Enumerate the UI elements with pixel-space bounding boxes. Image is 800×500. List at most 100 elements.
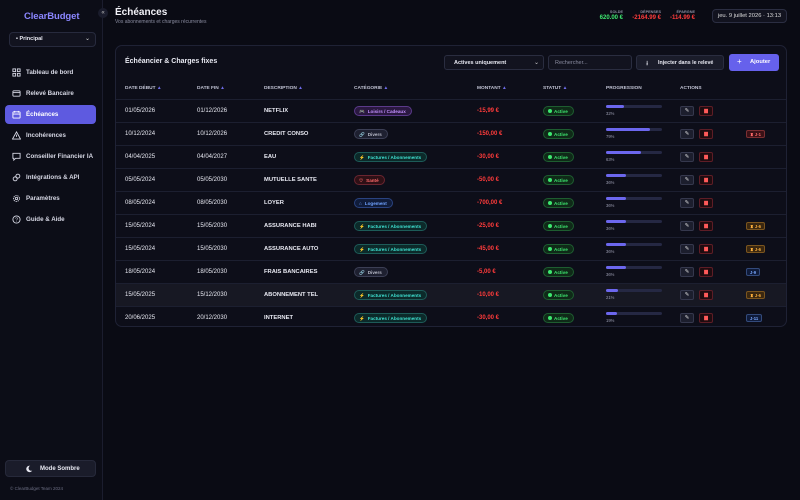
category-badge: ♡ Santé bbox=[354, 175, 385, 185]
trash-icon: ▆ bbox=[704, 246, 708, 252]
progress-percent: 79% bbox=[606, 134, 615, 139]
table-row[interactable]: 08/05/2024 08/05/2030 LOYER ⌂ Logement -700,0… bbox=[116, 191, 786, 214]
edit-icon: ✎ bbox=[684, 223, 690, 229]
sidebar-item-tableau-de-bord[interactable]: Tableau de bord bbox=[5, 63, 96, 82]
inject-button[interactable]: ⭳ Injecter dans le relevé bbox=[636, 55, 724, 70]
category-badge: 🔗 Divers bbox=[354, 267, 388, 277]
progress-fill bbox=[606, 197, 627, 200]
table-row[interactable]: 15/05/2025 15/12/2030 ABONNEMENT TEL ⚡ Factu… bbox=[116, 283, 786, 306]
end-date: 04/04/2027 bbox=[197, 154, 228, 160]
progress-fill bbox=[606, 220, 627, 223]
table-row[interactable]: 15/05/2024 15/05/2030 ASSURANCE HABI ⚡ Factu… bbox=[116, 214, 786, 237]
category-badge: ⚡ Factures / Abonnements bbox=[354, 152, 428, 162]
col-status-header[interactable]: STATUT ▲ bbox=[543, 86, 567, 91]
col-amount-header[interactable]: MONTANT ▲ bbox=[477, 86, 507, 91]
svg-text:?: ? bbox=[15, 218, 18, 224]
table-row[interactable]: 15/05/2024 15/05/2030 ASSURANCE AUTO ⚡ Factu… bbox=[116, 237, 786, 260]
col-start-header[interactable]: DATE DÉBUT ▲ bbox=[125, 86, 162, 91]
start-date: 01/05/2026 bbox=[125, 108, 156, 114]
stat-expenses-value: -2164.99 € bbox=[632, 15, 661, 21]
table-row[interactable]: 20/06/2025 20/12/2030 INTERNET ⚡ Factures / … bbox=[116, 306, 786, 329]
category-icon: 🎮 bbox=[359, 109, 365, 114]
sidebar-item-incoherences[interactable]: Incohérences bbox=[5, 126, 96, 145]
end-date: 18/05/2030 bbox=[197, 269, 228, 275]
delete-button[interactable]: ▆ bbox=[699, 175, 713, 185]
edit-button[interactable]: ✎ bbox=[680, 313, 694, 323]
sort-icon: ▲ bbox=[156, 86, 162, 91]
status-label: Active bbox=[554, 177, 568, 183]
edit-button[interactable]: ✎ bbox=[680, 244, 694, 254]
card-title: Échéancier & Charges fixes bbox=[125, 58, 218, 65]
description: ASSURANCE HABI bbox=[264, 223, 317, 229]
col-amount-label: MONTANT bbox=[477, 86, 501, 91]
description: INTERNET bbox=[264, 315, 293, 321]
edit-button[interactable]: ✎ bbox=[680, 129, 694, 139]
end-date: 20/12/2030 bbox=[197, 315, 228, 321]
collapse-sidebar-icon[interactable]: « bbox=[98, 8, 108, 18]
status-label: Active bbox=[554, 154, 568, 160]
table-row[interactable]: 01/05/2026 01/12/2026 NETFLIX 🎮 Loisirs / Ca… bbox=[116, 99, 786, 122]
grid-icon bbox=[12, 68, 21, 77]
edit-icon: ✎ bbox=[684, 108, 690, 114]
sidebar-item-releve-bancaire[interactable]: Relevé Bancaire bbox=[5, 84, 96, 103]
sidebar-item-conseiller-financier-ia[interactable]: Conseiller Financier IA bbox=[5, 147, 96, 166]
amount: -150,00 € bbox=[477, 131, 503, 137]
amount: -45,00 € bbox=[477, 246, 500, 252]
status-badge: Active bbox=[543, 175, 574, 185]
delete-button[interactable]: ▆ bbox=[699, 290, 713, 300]
table-row[interactable]: 05/05/2024 05/05/2030 MUTUELLE SANTE ♡ Santé… bbox=[116, 168, 786, 191]
account-selector[interactable]: • Principal ⌄ bbox=[9, 32, 96, 47]
edit-button[interactable]: ✎ bbox=[680, 198, 694, 208]
status-badge: Active bbox=[543, 267, 574, 277]
category-icon: ⚡ bbox=[359, 155, 365, 160]
stat-balance-label: SOLDE bbox=[609, 10, 623, 14]
delete-button[interactable]: ▆ bbox=[699, 244, 713, 254]
edit-button[interactable]: ✎ bbox=[680, 221, 694, 231]
edit-icon: ✎ bbox=[684, 154, 690, 160]
col-progress-header: PROGRESSION bbox=[606, 86, 642, 91]
col-actions-header: ACTIONS bbox=[680, 86, 702, 91]
trash-icon: ▆ bbox=[704, 131, 708, 137]
col-desc-header[interactable]: DESCRIPTION ▲ bbox=[264, 86, 303, 91]
add-button[interactable]: + Ajouter bbox=[729, 54, 779, 71]
edit-button[interactable]: ✎ bbox=[680, 106, 694, 116]
brand-logo[interactable]: ClearBudget bbox=[24, 11, 80, 22]
col-cat-header[interactable]: CATÉGORIE ▲ bbox=[354, 86, 388, 91]
status-label: Active bbox=[554, 108, 568, 114]
col-end-header[interactable]: DATE FIN ▲ bbox=[197, 86, 225, 91]
delete-button[interactable]: ▆ bbox=[699, 106, 713, 116]
edit-icon: ✎ bbox=[684, 315, 690, 321]
edit-button[interactable]: ✎ bbox=[680, 267, 694, 277]
chevron-down-icon: ⌄ bbox=[84, 36, 90, 42]
edit-button[interactable]: ✎ bbox=[680, 175, 694, 185]
end-date: 08/05/2030 bbox=[197, 200, 228, 206]
table-row[interactable]: 04/04/2025 04/04/2027 EAU ⚡ Factures / Abonn… bbox=[116, 145, 786, 168]
table-row[interactable]: 18/05/2024 18/05/2030 FRAIS BANCAIRES 🔗 Dive… bbox=[116, 260, 786, 283]
delete-button[interactable]: ▆ bbox=[699, 313, 713, 323]
progress-bar bbox=[606, 312, 662, 315]
sidebar-item-echeances[interactable]: Échéances bbox=[5, 105, 96, 124]
edit-icon: ✎ bbox=[684, 246, 690, 252]
sidebar-item-label: Incohérences bbox=[26, 132, 66, 139]
sidebar-item-integrations-api[interactable]: Intégrations & API bbox=[5, 168, 96, 187]
delete-button[interactable]: ▆ bbox=[699, 129, 713, 139]
end-date: 10/12/2026 bbox=[197, 131, 228, 137]
status-filter-select[interactable]: Actives uniquement ⌄ bbox=[444, 55, 544, 70]
table-row[interactable]: 10/12/2024 10/12/2026 CREDIT CONSO 🔗 Divers -… bbox=[116, 122, 786, 145]
sidebar-item-guide-aide[interactable]: ? Guide & Aide bbox=[5, 210, 96, 229]
edit-button[interactable]: ✎ bbox=[680, 152, 694, 162]
sidebar-item-parametres[interactable]: Paramètres bbox=[5, 189, 96, 208]
delete-button[interactable]: ▆ bbox=[699, 152, 713, 162]
delete-button[interactable]: ▆ bbox=[699, 221, 713, 231]
edit-icon: ✎ bbox=[684, 177, 690, 183]
progress-bar bbox=[606, 105, 662, 108]
edit-button[interactable]: ✎ bbox=[680, 290, 694, 300]
delete-button[interactable]: ▆ bbox=[699, 198, 713, 208]
dark-mode-toggle[interactable]: Mode Sombre bbox=[5, 460, 96, 477]
chat-icon bbox=[12, 152, 21, 161]
amount: -15,99 € bbox=[477, 108, 500, 114]
search-input[interactable] bbox=[548, 55, 632, 70]
sidebar-item-label: Conseiller Financier IA bbox=[26, 153, 94, 160]
stat-savings-value: -114.99 € bbox=[669, 15, 695, 21]
delete-button[interactable]: ▆ bbox=[699, 267, 713, 277]
